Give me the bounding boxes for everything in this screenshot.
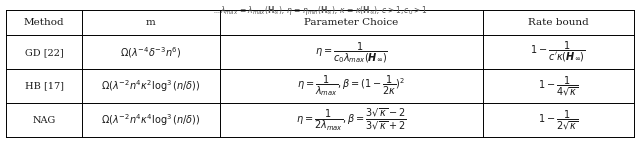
Text: HB [17]: HB [17] xyxy=(24,82,63,91)
Text: GD [22]: GD [22] xyxy=(25,48,63,57)
Text: $\Omega(\lambda^{-2}n^4\kappa^4\log^3(n/\delta))$: $\Omega(\lambda^{-2}n^4\kappa^4\log^3(n/… xyxy=(101,112,200,128)
Text: Method: Method xyxy=(24,18,65,27)
Text: $\Omega(\lambda^{-4}\delta^{-3}n^6)$: $\Omega(\lambda^{-4}\delta^{-3}n^6)$ xyxy=(120,45,181,60)
Text: ...$\lambda_{max}$ = $\lambda_{max}(\mathbf{H}_{\infty})$, $\eta$ = $\eta_{min}(: ...$\lambda_{max}$ = $\lambda_{max}(\mat… xyxy=(213,4,427,17)
Text: $1 - \dfrac{1}{c'\kappa(\boldsymbol{H}_{\infty})}$: $1 - \dfrac{1}{c'\kappa(\boldsymbol{H}_{… xyxy=(531,40,586,64)
Text: $\Omega(\lambda^{-2}n^4\kappa^2\log^3(n/\delta))$: $\Omega(\lambda^{-2}n^4\kappa^2\log^3(n/… xyxy=(101,78,200,94)
Text: m: m xyxy=(146,18,156,27)
Text: $\eta = \dfrac{1}{\lambda_{max}}, \beta = (1 - \dfrac{1}{2\kappa})^2$: $\eta = \dfrac{1}{\lambda_{max}}, \beta … xyxy=(298,74,405,99)
Text: $1 - \dfrac{1}{2\sqrt{\kappa}}$: $1 - \dfrac{1}{2\sqrt{\kappa}}$ xyxy=(538,108,579,132)
Text: $\eta = \dfrac{1}{2\lambda_{max}}, \beta = \dfrac{3\sqrt{\kappa}-2}{3\sqrt{\kapp: $\eta = \dfrac{1}{2\lambda_{max}}, \beta… xyxy=(296,107,406,133)
Text: Parameter Choice: Parameter Choice xyxy=(304,18,399,27)
Text: $\eta = \dfrac{1}{c_0\lambda_{max}(\boldsymbol{H}_{\infty})}$: $\eta = \dfrac{1}{c_0\lambda_{max}(\bold… xyxy=(315,40,388,65)
Text: NAG: NAG xyxy=(33,116,56,125)
Text: $1 - \dfrac{1}{4\sqrt{\kappa}}$: $1 - \dfrac{1}{4\sqrt{\kappa}}$ xyxy=(538,74,579,98)
Text: Rate bound: Rate bound xyxy=(528,18,589,27)
